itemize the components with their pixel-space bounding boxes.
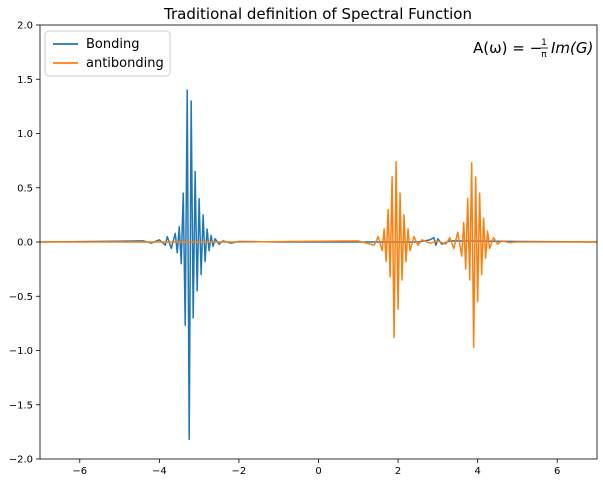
x-tick-label: −2 (232, 466, 247, 477)
legend-box (44, 30, 171, 77)
y-tick-label: −1.0 (9, 346, 33, 357)
plot-frame (39, 24, 598, 460)
y-tick-label: −2.0 (9, 455, 33, 466)
y-tick-label: −1.5 (9, 400, 33, 411)
y-tick-label: 1.0 (17, 129, 33, 140)
formula-prefix: A(ω) = − (473, 39, 542, 57)
formula-fraction-denominator: π (541, 50, 547, 60)
x-tick-label: 0 (315, 466, 321, 477)
x-tick-label: 6 (554, 466, 560, 477)
series-line-antibonding (40, 160, 597, 348)
x-tick-label: −4 (152, 466, 167, 477)
axes: −6 −4 −2 0 2 4 6 −2.0 −1.5 −1.0 −0.5 0.0 0.5 1.0 1.5 2.… (9, 21, 561, 478)
y-tick-label: 0.0 (17, 238, 33, 249)
chart-title: Traditional definition of Spectral Funct… (163, 5, 472, 23)
x-tick-label: 4 (474, 466, 480, 477)
formula-annotation: A(ω) = − 1 π Im(G) (473, 38, 593, 60)
x-tick-label: 2 (395, 466, 401, 477)
formula-fraction-numerator: 1 (541, 38, 547, 48)
y-tick-label: 1.5 (17, 75, 33, 86)
formula-suffix: Im(G) (551, 39, 593, 57)
y-tick-label: −0.5 (9, 292, 33, 303)
legend-label-bonding: Bonding (86, 37, 139, 52)
y-tick-label: 0.5 (17, 183, 33, 194)
x-tick-label: −6 (72, 466, 87, 477)
plot-series (39, 89, 598, 441)
legend: Bonding antibonding (44, 30, 171, 77)
y-tick-label: 2.0 (17, 21, 33, 32)
plot-border (39, 24, 598, 460)
legend-label-antibonding: antibonding (86, 56, 164, 71)
